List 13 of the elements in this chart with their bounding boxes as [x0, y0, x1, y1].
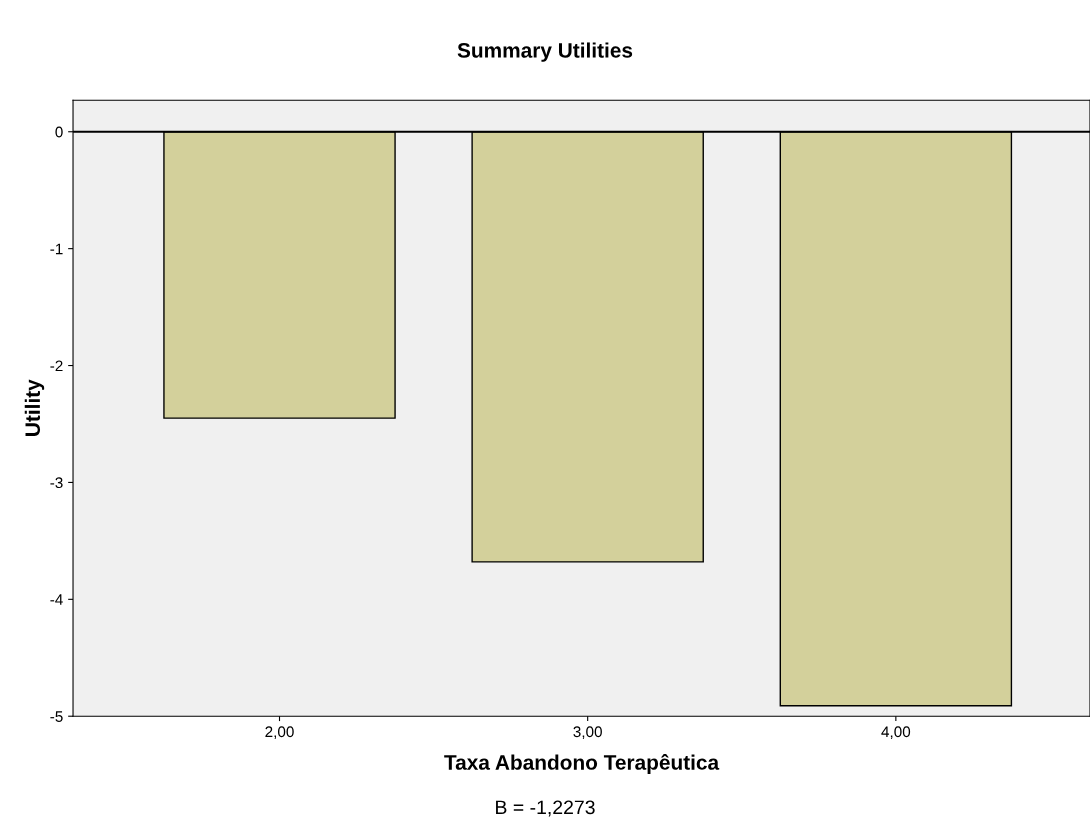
y-tick-label: 0: [55, 126, 63, 138]
x-axis-title: Taxa Abandono Terapêutica: [444, 754, 720, 774]
y-tick-label: -2: [50, 360, 63, 372]
x-tick-label: 4,00: [881, 726, 911, 739]
chart-title: Summary Utilities: [457, 42, 633, 62]
text: B = -1,2273: [496, 800, 595, 817]
y-tick-label: -3: [50, 477, 63, 489]
x-tick-label: 3,00: [573, 726, 602, 739]
y-tick-label: -1: [50, 243, 63, 255]
y-axis-title: Utility: [24, 379, 45, 436]
y-tick-label: -4: [50, 594, 63, 605]
y-tick-label: -5: [50, 711, 63, 722]
x-tick-label: 2,00: [265, 726, 294, 739]
